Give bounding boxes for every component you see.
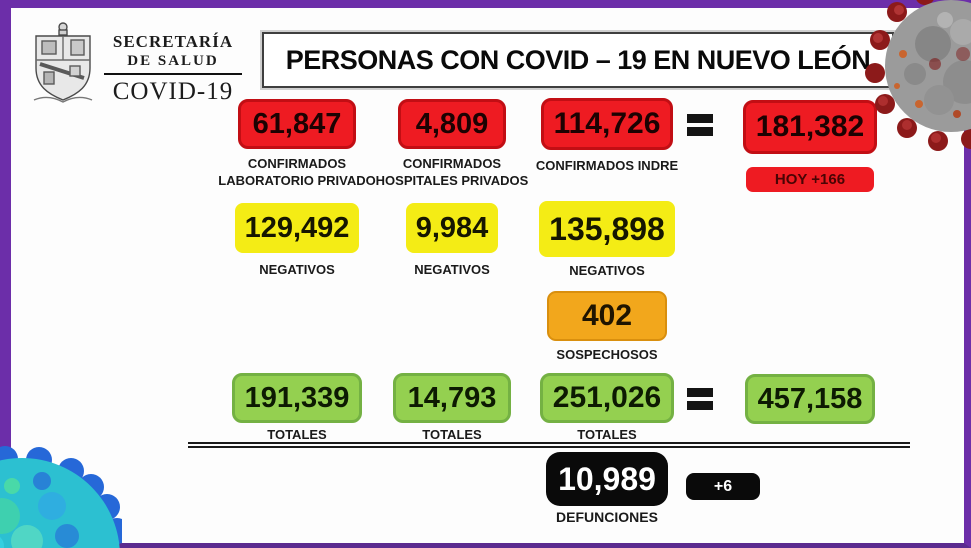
confirmados-indre-value: 114,726 (540, 98, 674, 150)
confirmados-hosp-privados-value: 4,809 (398, 99, 506, 149)
totals-divider-line (188, 442, 910, 448)
totales-hosp-value: 14,793 (393, 373, 511, 423)
logo-line-secretaria: SECRETARÍA (112, 32, 234, 51)
totales-hosp-label: TOTALES (422, 427, 482, 442)
confirmados-lab-privado-value: 61,847 (238, 99, 356, 149)
nuevo-leon-crest-icon (33, 22, 93, 103)
negativos-indre-value: 135,898 (539, 201, 675, 257)
title-box: PERSONAS CON COVID – 19 EN NUEVO LEÓN (262, 32, 894, 88)
totales-lab-value: 191,339 (231, 373, 363, 423)
blue-virus-illustration-icon (0, 446, 122, 548)
defunciones-value: 10,989 (546, 452, 668, 506)
sospechosos-value: 402 (547, 291, 667, 341)
negativos-indre-label: NEGATIVOS (569, 263, 645, 278)
logo-line-covid19: COVID-19 (112, 78, 234, 105)
confirmados-indre-label: CONFIRMADOS INDRE (535, 158, 679, 173)
equals-icon (687, 110, 713, 140)
totales-total-value: 457,158 (744, 374, 876, 424)
confirmados-total-value: 181,382 (742, 100, 878, 154)
equals-icon (687, 384, 713, 414)
logo-text: SECRETARÍA DE SALUD COVID-19 (104, 20, 242, 106)
totales-indre-label: TOTALES (577, 427, 637, 442)
totales-indre-value: 251,026 (539, 373, 675, 423)
defunciones-label: DEFUNCIONES (556, 509, 658, 525)
sospechosos-label: SOSPECHOSOS (556, 347, 658, 362)
page-title: PERSONAS CON COVID – 19 EN NUEVO LEÓN (285, 44, 871, 75)
confirmados-lab-privado-label-2: LABORATORIO PRIVADO (218, 172, 376, 188)
negativos-hosp-label: NEGATIVOS (414, 262, 490, 277)
totales-lab-label: TOTALES (267, 427, 327, 442)
logo-line-de-salud: DE SALUD (127, 53, 219, 69)
negativos-hosp-value: 9,984 (405, 203, 499, 253)
logo-divider (104, 73, 242, 75)
defunciones-delta-badge: +6 (686, 473, 760, 500)
negativos-lab-value: 129,492 (234, 203, 360, 253)
secretaria-salud-logo: SECRETARÍA DE SALUD COVID-19 (30, 20, 242, 106)
confirmados-hosp-privados-label-1: CONFIRMADOS (402, 156, 502, 171)
confirmados-lab-privado-label-1: CONFIRMADOS (247, 156, 347, 171)
today-increase-badge: HOY +166 (746, 167, 874, 192)
negativos-lab-label: NEGATIVOS (259, 262, 335, 277)
confirmados-hosp-privados-label-2: HOSPITALES PRIVADOS (375, 172, 529, 188)
